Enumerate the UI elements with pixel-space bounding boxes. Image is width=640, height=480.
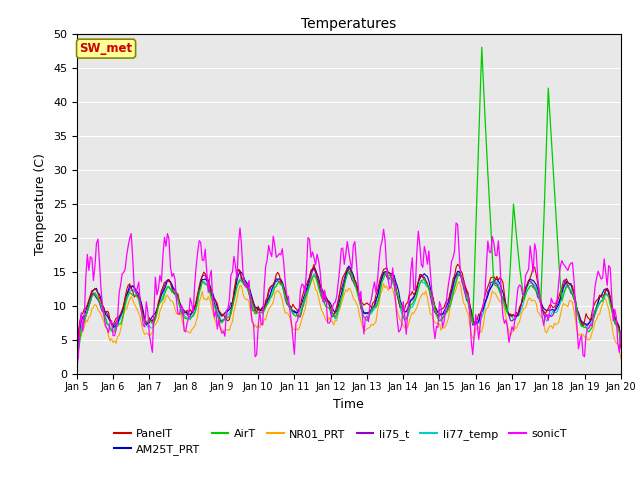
li75_t <box>73 351 81 357</box>
Legend: PanelT, AM25T_PRT, AirT, NR01_PRT, li75_t, li77_temp, sonicT: PanelT, AM25T_PRT, AirT, NR01_PRT, li75_… <box>109 424 572 460</box>
li75_t <box>415 279 422 285</box>
AM25T_PRT <box>73 355 81 360</box>
li75_t <box>88 292 96 298</box>
PanelT <box>383 264 390 270</box>
NR01_PRT <box>307 272 315 278</box>
Y-axis label: Temperature (C): Temperature (C) <box>35 153 47 255</box>
AirT <box>617 341 625 347</box>
NR01_PRT <box>415 300 422 306</box>
NR01_PRT <box>384 288 392 293</box>
PanelT <box>413 284 420 290</box>
sonicT <box>617 328 625 334</box>
AirT <box>552 211 559 217</box>
PanelT <box>73 351 81 357</box>
sonicT <box>174 311 182 317</box>
li77_temp <box>73 357 81 363</box>
li77_temp <box>174 298 182 303</box>
PanelT <box>401 306 408 312</box>
li77_temp <box>617 339 625 345</box>
li77_temp <box>384 275 392 280</box>
AirT <box>401 317 408 323</box>
AM25T_PRT <box>403 309 410 314</box>
NR01_PRT <box>73 360 81 366</box>
AM25T_PRT <box>174 295 182 301</box>
Line: li77_temp: li77_temp <box>77 268 621 360</box>
X-axis label: Time: Time <box>333 397 364 410</box>
li75_t <box>174 296 182 302</box>
Line: AirT: AirT <box>77 47 621 362</box>
sonicT <box>383 264 390 269</box>
AirT <box>73 360 81 365</box>
sonicT <box>452 220 460 226</box>
sonicT <box>552 300 559 306</box>
NR01_PRT <box>88 306 96 312</box>
AirT <box>88 294 96 300</box>
NR01_PRT <box>403 326 410 332</box>
sonicT <box>73 364 81 370</box>
li75_t <box>552 304 559 310</box>
Line: NR01_PRT: NR01_PRT <box>77 275 621 363</box>
AM25T_PRT <box>415 279 422 285</box>
li77_temp <box>403 315 410 321</box>
li75_t <box>617 345 625 351</box>
Text: SW_met: SW_met <box>79 42 132 55</box>
li75_t <box>384 276 392 282</box>
AirT <box>383 271 390 276</box>
PanelT <box>88 288 96 293</box>
PanelT <box>617 343 625 349</box>
Line: AM25T_PRT: AM25T_PRT <box>77 266 621 358</box>
sonicT <box>401 313 408 319</box>
AM25T_PRT <box>384 270 392 276</box>
PanelT <box>174 291 182 297</box>
NR01_PRT <box>617 356 625 361</box>
AirT <box>413 293 420 299</box>
li75_t <box>344 264 351 270</box>
AM25T_PRT <box>552 307 559 312</box>
AirT <box>478 44 486 50</box>
PanelT <box>552 302 559 308</box>
Line: PanelT: PanelT <box>77 264 621 354</box>
li75_t <box>403 309 410 314</box>
sonicT <box>88 255 96 261</box>
NR01_PRT <box>174 312 182 317</box>
NR01_PRT <box>552 322 559 328</box>
AM25T_PRT <box>88 289 96 295</box>
Title: Temperatures: Temperatures <box>301 17 396 31</box>
AM25T_PRT <box>345 263 353 269</box>
sonicT <box>413 250 420 256</box>
li77_temp <box>552 310 559 315</box>
li77_temp <box>345 265 353 271</box>
Line: sonicT: sonicT <box>77 223 621 367</box>
li77_temp <box>415 285 422 291</box>
AirT <box>174 296 182 301</box>
AM25T_PRT <box>617 338 625 344</box>
Line: li75_t: li75_t <box>77 267 621 354</box>
PanelT <box>454 262 461 267</box>
li77_temp <box>88 293 96 299</box>
